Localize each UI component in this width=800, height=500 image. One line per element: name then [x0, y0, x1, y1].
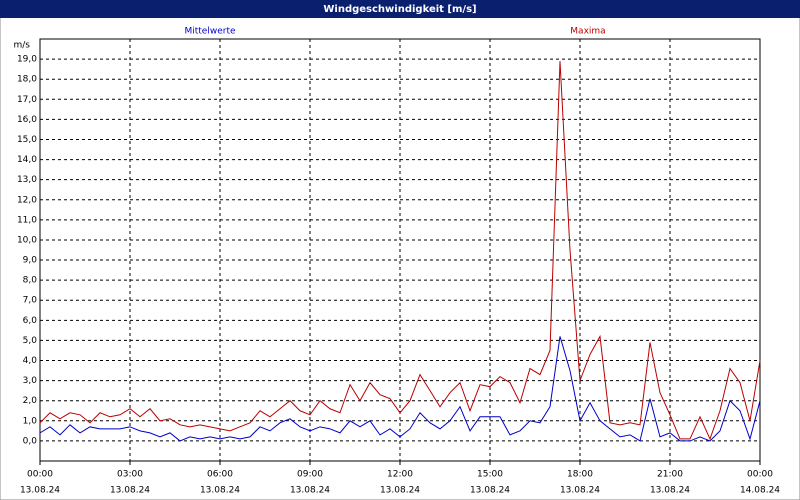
y-tick-label: 13,0: [17, 175, 37, 185]
title-bar: [0, 0, 800, 18]
y-tick-label: 5,0: [23, 336, 38, 346]
legend-label: Mittelwerte: [184, 27, 235, 37]
y-tick-label: 2,0: [23, 396, 38, 406]
x-tick-label: 03:00: [117, 470, 143, 480]
x-tick-date: 13.08.24: [290, 486, 330, 496]
x-tick-label: 00:00: [747, 470, 773, 480]
y-tick-label: 8,0: [23, 276, 38, 286]
y-tick-label: 7,0: [23, 296, 38, 306]
y-tick-label: 19,0: [17, 55, 37, 65]
x-tick-date: 13.08.24: [470, 486, 510, 496]
x-tick-date: 13.08.24: [380, 486, 420, 496]
y-tick-label: 0,0: [23, 436, 38, 446]
grid: [39, 39, 761, 461]
x-tick-label: 12:00: [387, 470, 413, 480]
data-line: [39, 61, 761, 441]
y-tick-label: 11,0: [17, 215, 37, 225]
x-tick-date: 14.08.24: [740, 486, 780, 496]
y-tick-label: 4,0: [23, 356, 38, 366]
x-tick-label: 00:00: [27, 470, 53, 480]
y-tick-label: 18,0: [17, 75, 37, 85]
y-tick-label: 14,0: [17, 155, 37, 165]
y-tick-label: 17,0: [17, 95, 37, 105]
x-tick-label: 18:00: [567, 470, 593, 480]
x-tick-date: 13.08.24: [200, 486, 240, 496]
y-tick-label: 12,0: [17, 195, 37, 205]
data-line: [39, 336, 761, 442]
y-tick-label: 6,0: [23, 316, 38, 326]
x-tick-label: 06:00: [207, 470, 233, 480]
y-tick-label: 3,0: [23, 376, 38, 386]
y-tick-label: 15,0: [17, 135, 37, 145]
x-tick-date: 13.08.24: [110, 486, 150, 496]
y-tick-label: 9,0: [23, 256, 38, 266]
x-tick-date: 13.08.24: [20, 486, 60, 496]
x-tick-date: 13.08.24: [560, 486, 600, 496]
y-tick-label: 16,0: [17, 115, 37, 125]
x-tick-label: 21:00: [657, 470, 683, 480]
x-tick-label: 09:00: [297, 470, 323, 480]
x-tick-date: 13.08.24: [650, 486, 690, 496]
legend-label: Maxima: [570, 27, 605, 37]
y-tick-label: 1,0: [23, 416, 38, 426]
y-tick-label: 10,0: [17, 235, 37, 245]
x-tick-label: 15:00: [477, 470, 503, 480]
chart-title: Windgeschwindigkeit [m/s]: [323, 4, 476, 15]
y-unit: m/s: [14, 41, 31, 51]
